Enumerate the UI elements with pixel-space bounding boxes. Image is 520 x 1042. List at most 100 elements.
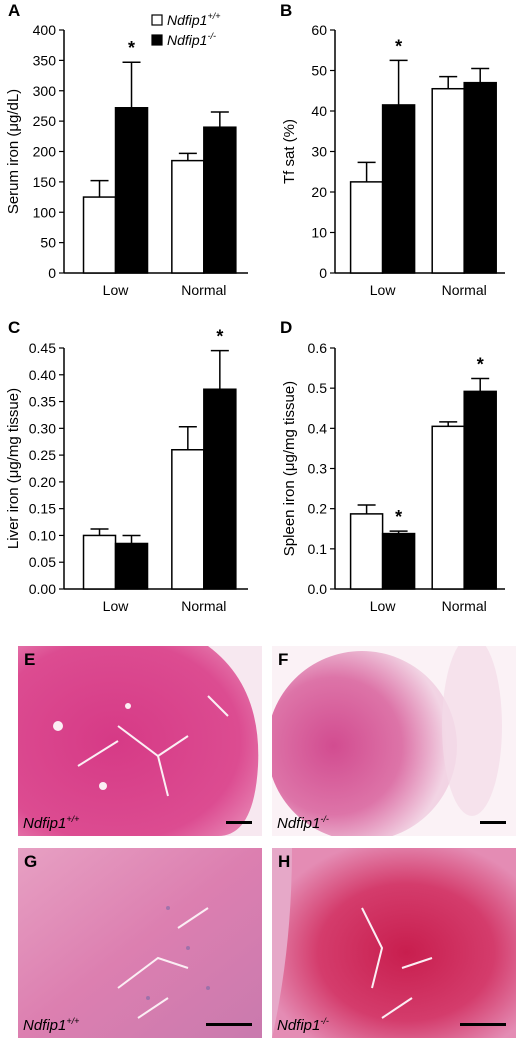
bar-wt [171,159,205,274]
x-tick-label: Normal [181,598,226,614]
micrograph-f: F Ndfip1-/- [272,646,516,836]
y-tick-label: 0.1 [308,541,328,557]
y-axis-label: Tf sat (%) [281,119,298,184]
y-tick-label: 30 [311,144,327,160]
legend-label-wt: Ndfip1+/+ [167,11,220,28]
micrograph-g: G Ndfip1+/+ [18,848,262,1038]
x-tick-label: Low [370,598,397,614]
bar-ko [114,107,149,274]
y-tick-label: 0.6 [308,340,328,356]
micrograph-e: E Ndfip1+/+ [18,646,262,836]
legend-swatch-ko [151,34,163,46]
bar-ko [203,388,237,590]
micrograph-h: H Ndfip1-/- [272,848,516,1038]
scale-bar-e [226,821,252,824]
bar-ko [381,532,416,590]
genotype-label-f: Ndfip1-/- [277,814,329,832]
y-tick-label: 250 [33,113,57,129]
significance-star: * [216,327,223,347]
significance-star: * [395,507,402,527]
y-tick-label: 40 [311,103,327,119]
legend: Ndfip1+/+ Ndfip1-/- [151,11,220,48]
y-tick-label: 0.2 [308,501,328,517]
bar-ko [203,126,237,274]
y-tick-label: 0.30 [29,420,56,436]
y-tick-label: 0.15 [29,501,56,517]
micrograph-g-image [18,848,262,1038]
y-tick-label: 300 [33,83,57,99]
micrograph-h-image [272,848,516,1038]
chart-b: B 0 10 20 30 40 50 60 Tf sat (%) Low * Normal [280,1,505,298]
panel-label-h: H [278,852,291,871]
bar-wt [171,449,205,590]
y-tick-label: 0.4 [308,420,328,436]
y-axis-label: Liver iron (μg/mg tissue) [5,388,22,549]
y-tick-label: 0 [319,265,327,281]
genotype-label-e: Ndfip1+/+ [23,814,80,832]
panel-label-d: D [280,318,292,337]
panel-label-b: B [280,1,292,20]
x-tick-label: Low [370,282,397,298]
y-tick-label: 350 [33,52,57,68]
x-tick-label: Low [103,282,130,298]
scale-bar-f [480,821,506,824]
x-tick-label: Normal [442,598,487,614]
micrograph-e-image [18,646,262,836]
y-tick-label: 150 [33,174,57,190]
y-tick-label: 0.3 [308,461,328,477]
chart-d: D 0.0 0.1 0.2 0.3 0.4 0.5 0.6 Spleen iron (μg/mg… [280,318,505,614]
significance-star: * [477,355,484,375]
legend-swatch-wt [151,14,163,26]
bar-wt [349,181,384,274]
y-tick-label: 0 [48,265,56,281]
significance-star: * [128,38,135,58]
micrograph-f-image [272,646,516,836]
bar-ko [463,81,497,274]
significance-star: * [395,36,402,56]
legend-label-ko: Ndfip1-/- [167,31,216,48]
x-tick-label: Low [103,598,130,614]
y-tick-label: 100 [33,204,57,220]
y-tick-label: 60 [311,22,327,38]
y-tick-label: 200 [33,144,57,160]
y-tick-label: 0.10 [29,527,56,543]
bar-wt [349,513,384,590]
bar-ko [114,542,149,590]
bar-ko [381,104,416,274]
x-tick-label: Normal [181,282,226,298]
y-tick-label: 20 [311,184,327,200]
genotype-label-h: Ndfip1-/- [277,1016,329,1034]
panel-label-a: A [8,1,20,20]
panel-label-e: E [24,650,36,669]
scale-bar-h [460,1023,506,1026]
y-tick-label: 400 [33,22,57,38]
y-tick-label: 0.00 [29,581,56,597]
y-tick-label: 0.25 [29,447,56,463]
panel-label-c: C [8,318,20,337]
x-tick-label: Normal [442,282,487,298]
scale-bar-g [206,1023,252,1026]
y-tick-label: 0.40 [29,367,56,383]
chart-c: C 0.00 0.05 0.10 0.15 0.20 0.25 0.30 0.35 0.40 0.4… [5,318,248,614]
panel-label-f: F [278,650,289,669]
y-tick-label: 0.20 [29,474,56,490]
y-tick-label: 0.0 [308,581,328,597]
bar-ko [463,390,497,590]
chart-a: A 0 50 100 150 200 250 300 350 400 Serum iron (μg/… [5,1,248,298]
y-tick-label: 0.5 [308,380,328,396]
y-tick-label: 0.35 [29,394,56,410]
bar-wt [82,534,117,590]
y-tick-label: 10 [311,225,327,241]
y-axis-label: Spleen iron (μg/mg tissue) [281,381,298,556]
y-tick-label: 0.45 [29,340,56,356]
panel-label-g: G [24,852,38,871]
bar-wt [431,87,465,274]
y-tick-label: 50 [311,63,327,79]
y-tick-label: 50 [40,235,56,251]
y-tick-label: 0.05 [29,554,56,570]
y-axis-label: Serum iron (μg/dL) [5,89,22,214]
bar-wt [431,425,465,590]
bar-wt [82,196,117,274]
genotype-label-g: Ndfip1+/+ [23,1016,80,1034]
